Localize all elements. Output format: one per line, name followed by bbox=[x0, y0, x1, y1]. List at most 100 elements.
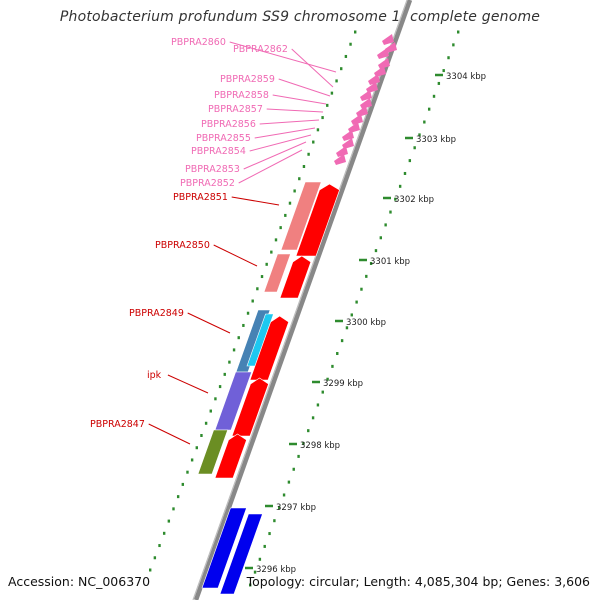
track-dot bbox=[284, 213, 287, 217]
gene-label-leader bbox=[254, 127, 316, 139]
scale-tick-label: 3303 kbp bbox=[416, 135, 456, 145]
track-dot bbox=[335, 79, 338, 83]
track-dot bbox=[340, 339, 344, 343]
track-dot bbox=[302, 442, 305, 446]
outer-dot-track bbox=[249, 30, 460, 587]
track-dot bbox=[360, 287, 363, 291]
gene-label-leader bbox=[187, 312, 231, 334]
gene-label: PBPRA2858 bbox=[214, 90, 269, 101]
gene-label: PBPRA2859 bbox=[220, 74, 275, 85]
track-dot bbox=[384, 223, 387, 227]
scale-tick-label: 3304 kbp bbox=[446, 72, 486, 82]
scale-tick-label: 3298 kbp bbox=[300, 441, 340, 451]
track-dot bbox=[312, 140, 315, 144]
track-dot bbox=[288, 201, 292, 205]
gene-label: PBPRA2852 bbox=[180, 178, 235, 189]
gene-label: PBPRA2847 bbox=[90, 419, 145, 430]
scale-ticks: 3304 kbp 3303 kbp 3302 kbp 3301 kbp 3300 kbp… bbox=[245, 72, 486, 575]
gene-label: PBPRA2853 bbox=[185, 164, 240, 175]
track-dot bbox=[167, 519, 171, 523]
gene-label-leader bbox=[259, 119, 320, 125]
track-dot bbox=[279, 226, 282, 230]
gene-label-leader bbox=[238, 149, 303, 184]
track-dot bbox=[176, 495, 180, 499]
gene-label: PBPRA2857 bbox=[208, 104, 263, 115]
gene-pbpra2847-block bbox=[197, 429, 229, 475]
gene-label-leader bbox=[278, 78, 331, 97]
scale-tick-label: 3296 kbp bbox=[256, 565, 296, 575]
gene-red-arrow-4 bbox=[231, 377, 269, 437]
trna-arrow bbox=[334, 154, 346, 165]
gene-label: PBPRA2855 bbox=[196, 133, 251, 144]
track-dot bbox=[432, 94, 436, 98]
track-dot bbox=[398, 184, 402, 188]
track-dot bbox=[302, 165, 306, 168]
track-dot bbox=[246, 311, 250, 315]
track-dot bbox=[190, 458, 194, 462]
track-dot bbox=[321, 116, 324, 120]
track-dot bbox=[278, 506, 281, 510]
gene-red-arrow-1 bbox=[295, 183, 340, 257]
trna-arrow bbox=[385, 42, 397, 53]
track-dot bbox=[330, 91, 334, 95]
trna-arrow bbox=[366, 82, 378, 93]
track-dot bbox=[379, 236, 383, 240]
track-dot bbox=[237, 336, 240, 340]
track-dot bbox=[292, 467, 295, 471]
track-dot bbox=[307, 429, 310, 433]
gene-label-leader bbox=[148, 423, 191, 445]
track-dot bbox=[447, 56, 450, 60]
track-dot bbox=[354, 30, 357, 34]
trna-arrow bbox=[360, 90, 372, 101]
track-dot bbox=[297, 454, 300, 458]
track-dot bbox=[293, 189, 296, 193]
track-dot bbox=[349, 42, 352, 46]
gene-pbpra2851-block bbox=[280, 181, 322, 251]
gene-label-leader bbox=[243, 141, 307, 170]
track-dot bbox=[326, 377, 329, 381]
track-dot bbox=[287, 480, 291, 484]
track-dot bbox=[200, 434, 203, 437]
track-dot bbox=[274, 238, 278, 242]
gene-labels: PBPRA2860 PBPRA2862 PBPRA2859 PBPRA2858 PBPR… bbox=[90, 37, 337, 445]
trna-arrow bbox=[342, 130, 354, 141]
scale-tick-label: 3299 kbp bbox=[323, 379, 363, 389]
track-dot bbox=[268, 532, 271, 536]
trna-arrow bbox=[342, 138, 354, 149]
track-dot bbox=[204, 421, 208, 425]
track-dot bbox=[209, 409, 212, 413]
track-dot bbox=[311, 416, 315, 420]
track-dot bbox=[369, 261, 373, 265]
track-dot bbox=[223, 372, 226, 376]
track-dot bbox=[350, 313, 353, 317]
gene-label-leader bbox=[266, 108, 324, 113]
trna-arrow bbox=[382, 34, 394, 45]
trna-arrow bbox=[348, 122, 360, 133]
track-dot bbox=[172, 507, 175, 511]
gene-red-arrow-2 bbox=[279, 255, 312, 299]
trna-arrow bbox=[368, 74, 380, 85]
inner-dot-track bbox=[149, 30, 357, 572]
track-dot bbox=[418, 133, 421, 137]
gene-red-arrow-3 bbox=[249, 315, 290, 381]
scale-tick-label: 3297 kbp bbox=[276, 503, 316, 513]
gene-red-arrow-5 bbox=[214, 433, 247, 479]
gene-label-leader bbox=[249, 134, 312, 152]
track-dot bbox=[389, 210, 392, 214]
track-dot bbox=[153, 556, 157, 560]
track-dot bbox=[256, 287, 259, 291]
track-dot bbox=[374, 249, 378, 253]
gene-label: ipk bbox=[147, 370, 162, 381]
track-dot bbox=[394, 197, 397, 201]
track-dot bbox=[321, 390, 324, 394]
track-dot bbox=[307, 152, 310, 156]
gene-label: PBPRA2862 bbox=[233, 44, 288, 55]
track-dot bbox=[345, 326, 349, 330]
track-dot bbox=[340, 67, 343, 71]
track-dot bbox=[232, 348, 236, 352]
map-title: Photobacterium profundum SS9 chromosome … bbox=[59, 9, 541, 25]
feature-tracks bbox=[149, 0, 460, 600]
track-dot bbox=[162, 531, 166, 535]
gene-label-leader bbox=[213, 244, 258, 267]
